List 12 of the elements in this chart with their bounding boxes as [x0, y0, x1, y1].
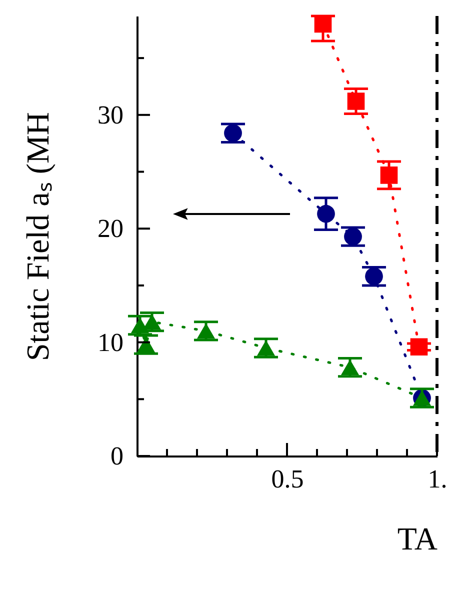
point — [314, 15, 332, 33]
y-tick-label: 10 — [98, 328, 124, 357]
point — [347, 92, 365, 110]
y-tick-label: 30 — [98, 100, 124, 130]
y-tick-label: 0 — [110, 442, 124, 470]
point — [317, 204, 335, 223]
y-tick-label: 20 — [98, 214, 124, 244]
x-tick-label: 0.5 — [271, 464, 304, 494]
x-axis-title: TA — [397, 520, 438, 556]
x-tick-label: 1. — [428, 464, 448, 494]
y-axis-title: Static Field aₛ (MH — [20, 112, 56, 362]
point — [380, 166, 398, 184]
